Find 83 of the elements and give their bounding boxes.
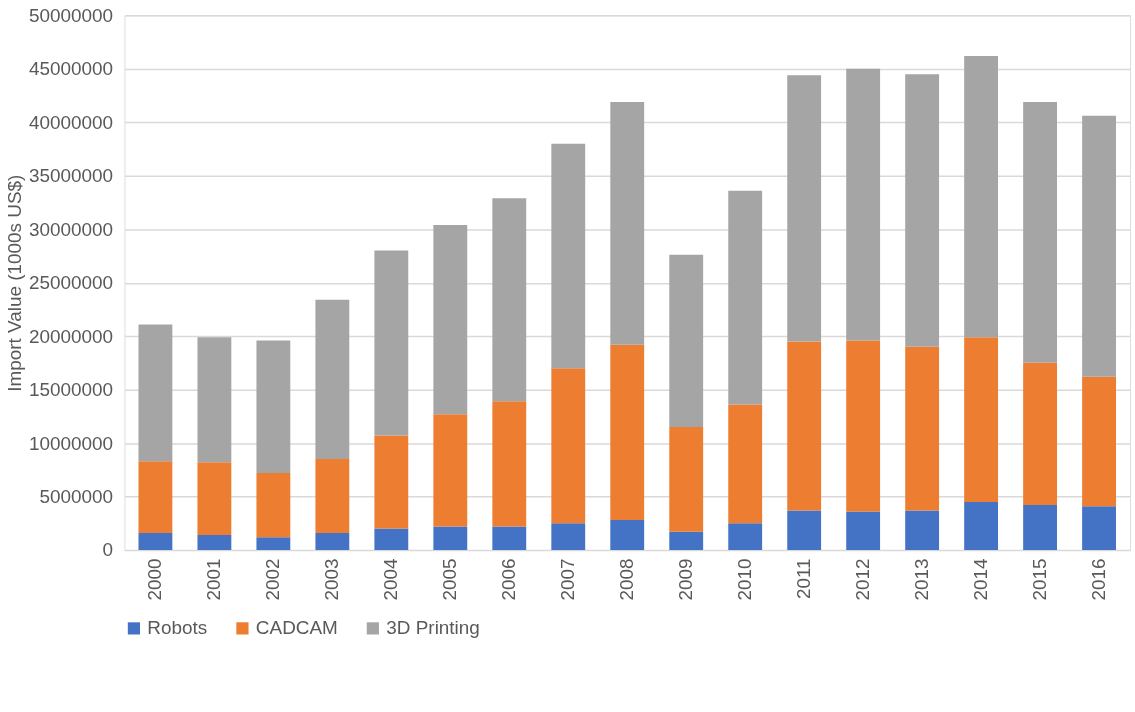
bar bbox=[846, 340, 881, 512]
bar bbox=[138, 532, 173, 550]
bar bbox=[315, 459, 350, 533]
bar bbox=[551, 143, 586, 369]
bar bbox=[964, 55, 999, 338]
x-tick-label: 2000 bbox=[144, 558, 166, 601]
bar bbox=[256, 537, 291, 550]
bar bbox=[964, 337, 999, 502]
x-tick-label: 2014 bbox=[970, 558, 992, 601]
y-tick-label: 0 bbox=[102, 539, 113, 561]
y-tick-label: 20000000 bbox=[28, 325, 113, 347]
x-tick-label: 2004 bbox=[380, 558, 402, 601]
bar bbox=[1023, 505, 1058, 550]
bar bbox=[787, 341, 822, 511]
bar bbox=[197, 535, 232, 550]
bar bbox=[787, 510, 822, 550]
x-tick-label: 2012 bbox=[852, 558, 874, 601]
x-tick-label: 2002 bbox=[262, 558, 284, 601]
bar bbox=[551, 368, 586, 524]
bar bbox=[669, 427, 704, 532]
legend-label: Robots bbox=[147, 617, 208, 639]
x-tick-label: 2013 bbox=[911, 558, 933, 601]
bar bbox=[610, 344, 645, 521]
x-tick-label: 2008 bbox=[616, 558, 638, 601]
bar bbox=[669, 254, 704, 428]
bar bbox=[610, 520, 645, 550]
y-tick-label: 25000000 bbox=[28, 272, 113, 294]
x-tick-label: 2009 bbox=[675, 558, 697, 601]
legend-label: CADCAM bbox=[255, 617, 338, 639]
x-tick-label: 2005 bbox=[439, 558, 461, 601]
bar bbox=[433, 224, 468, 415]
x-tick-label: 2007 bbox=[557, 558, 579, 601]
y-tick-label: 40000000 bbox=[28, 111, 113, 133]
bar bbox=[728, 190, 763, 405]
y-tick-label: 10000000 bbox=[28, 432, 113, 454]
bar bbox=[256, 473, 291, 538]
bar bbox=[374, 250, 409, 436]
bar bbox=[1023, 101, 1058, 363]
y-tick-label: 50000000 bbox=[28, 4, 113, 26]
bar bbox=[964, 501, 999, 550]
bar bbox=[846, 511, 881, 550]
bar bbox=[905, 74, 940, 347]
legend-label: 3D Printing bbox=[386, 617, 480, 639]
bar bbox=[728, 523, 763, 550]
y-tick-label: 5000000 bbox=[39, 486, 113, 507]
bar bbox=[433, 526, 468, 550]
x-tick-label: 2010 bbox=[734, 558, 756, 601]
bar bbox=[138, 461, 173, 533]
x-tick-label: 2001 bbox=[203, 558, 225, 601]
x-tick-label: 2006 bbox=[498, 558, 520, 601]
bar bbox=[492, 198, 527, 402]
bar bbox=[256, 340, 291, 474]
x-tick-label: 2016 bbox=[1088, 558, 1110, 601]
bar bbox=[610, 101, 645, 345]
y-tick-label: 15000000 bbox=[28, 379, 113, 401]
y-tick-label: 45000000 bbox=[28, 58, 113, 80]
y-tick-label: 30000000 bbox=[28, 218, 113, 240]
bar bbox=[138, 324, 173, 462]
bar bbox=[669, 531, 704, 550]
bar bbox=[1023, 362, 1058, 506]
bar bbox=[374, 435, 409, 529]
bar bbox=[1082, 506, 1116, 550]
x-tick-label: 2011 bbox=[793, 558, 815, 600]
bar bbox=[728, 404, 763, 524]
bar bbox=[1082, 376, 1116, 507]
bar bbox=[1082, 115, 1116, 377]
bar bbox=[787, 75, 822, 342]
bar bbox=[315, 299, 350, 460]
bar bbox=[433, 414, 468, 527]
bar bbox=[846, 68, 881, 341]
bar bbox=[197, 337, 232, 463]
bar bbox=[315, 532, 350, 550]
bar bbox=[905, 510, 940, 550]
x-tick-label: 2015 bbox=[1029, 558, 1051, 601]
bar bbox=[492, 526, 527, 550]
y-tick-label: 35000000 bbox=[28, 165, 113, 187]
bar bbox=[905, 346, 940, 511]
bar bbox=[492, 401, 527, 527]
y-axis-title: Import Value (1000s US$) bbox=[3, 174, 25, 392]
bar bbox=[197, 462, 232, 536]
bar bbox=[551, 523, 586, 550]
x-tick-label: 2003 bbox=[321, 558, 343, 601]
bar bbox=[374, 528, 409, 550]
